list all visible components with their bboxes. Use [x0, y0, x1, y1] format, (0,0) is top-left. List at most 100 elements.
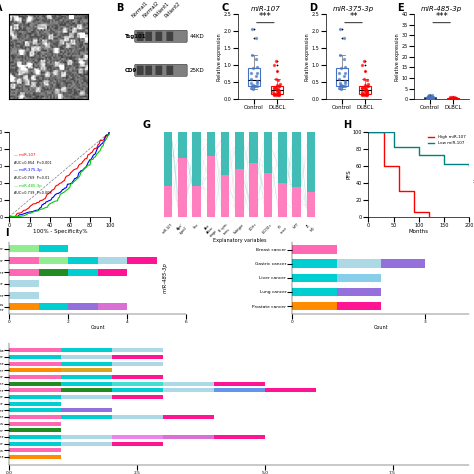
Point [272, 75, 280, 83]
Point [428, 91, 436, 99]
Point [360, 58, 367, 65]
Text: MYT: MYT [292, 222, 301, 230]
Bar [163, 388, 214, 392]
Point [359, 91, 367, 98]
Point [271, 91, 279, 98]
Point [448, 95, 456, 102]
Bar [112, 375, 163, 379]
Text: 25KD: 25KD [190, 68, 204, 73]
Bar [9, 362, 61, 365]
FancyBboxPatch shape [155, 65, 162, 75]
Bar [178, 131, 187, 158]
Point [276, 80, 283, 88]
Bar [112, 382, 163, 385]
Bar [61, 435, 112, 439]
Point [270, 89, 277, 96]
Bar [207, 156, 215, 217]
Point [428, 94, 436, 101]
FancyBboxPatch shape [155, 32, 162, 41]
Point [447, 95, 454, 103]
Bar [307, 192, 315, 217]
Point [446, 95, 454, 102]
Point [449, 95, 456, 102]
Text: H: H [343, 120, 351, 130]
FancyBboxPatch shape [137, 65, 144, 75]
Bar [112, 442, 163, 446]
Text: miR-107: miR-107 [162, 222, 174, 235]
Bar [292, 187, 301, 217]
Bar [337, 259, 381, 268]
Bar [9, 245, 39, 252]
Text: Explanatory variables: Explanatory variables [213, 238, 266, 243]
Bar [39, 257, 68, 264]
Bar [9, 375, 61, 379]
Bar [292, 245, 337, 254]
Point [449, 95, 457, 102]
Bar [278, 182, 286, 217]
Bar [39, 245, 68, 252]
Text: AUC=0.739  P<0.005: AUC=0.739 P<0.005 [14, 191, 51, 195]
Bar [112, 415, 163, 419]
Point [363, 88, 370, 96]
Point [254, 79, 261, 87]
Bar [249, 163, 258, 217]
Point [364, 80, 372, 88]
Text: AUC=0.769  P<0.01: AUC=0.769 P<0.01 [14, 176, 49, 180]
Bar [39, 303, 68, 310]
High miR-107 [411, 210, 417, 215]
Low miR-107 [365, 128, 371, 134]
Bar [68, 303, 98, 310]
Point [339, 82, 346, 90]
Point [360, 83, 368, 91]
Point [450, 94, 457, 101]
Point [273, 88, 281, 96]
Point [247, 70, 255, 77]
Point [273, 86, 281, 94]
Text: B: B [116, 2, 124, 12]
Point [363, 85, 370, 92]
Point [364, 82, 371, 90]
Point [252, 73, 260, 80]
High miR-107 [396, 188, 401, 194]
Bar [112, 355, 163, 359]
Y-axis label: Relative expression: Relative expression [218, 33, 222, 81]
Bar [112, 388, 163, 392]
Point [341, 70, 348, 77]
Point [358, 62, 366, 69]
Point [452, 95, 459, 102]
Bar [112, 348, 163, 352]
Point [449, 95, 457, 102]
Bar [9, 303, 39, 310]
Point [272, 58, 279, 65]
Point [275, 76, 283, 84]
Point [361, 81, 369, 89]
Text: E-COO+: E-COO+ [262, 222, 274, 235]
Point [361, 86, 369, 94]
FancyBboxPatch shape [146, 65, 152, 75]
Bar [9, 257, 39, 264]
Bar [292, 273, 337, 282]
Point [341, 82, 349, 90]
Point [358, 91, 366, 99]
Text: ***: *** [435, 12, 448, 21]
Point [274, 91, 282, 99]
Point [360, 91, 368, 99]
Point [275, 82, 283, 90]
Point [273, 84, 280, 92]
PathPatch shape [359, 86, 371, 94]
Text: LDH+: LDH+ [249, 222, 258, 232]
Point [451, 95, 458, 102]
Text: ***: *** [259, 12, 272, 21]
Point [361, 88, 369, 96]
Point [253, 82, 261, 90]
Point [427, 95, 435, 102]
Low miR-107 [466, 163, 472, 168]
Point [247, 84, 255, 92]
Title: miR-485-3p: miR-485-3p [421, 7, 462, 12]
Point [425, 95, 432, 102]
PathPatch shape [336, 68, 348, 86]
Point [451, 95, 459, 102]
Point [425, 91, 432, 99]
Bar [9, 292, 39, 299]
Point [446, 95, 454, 102]
